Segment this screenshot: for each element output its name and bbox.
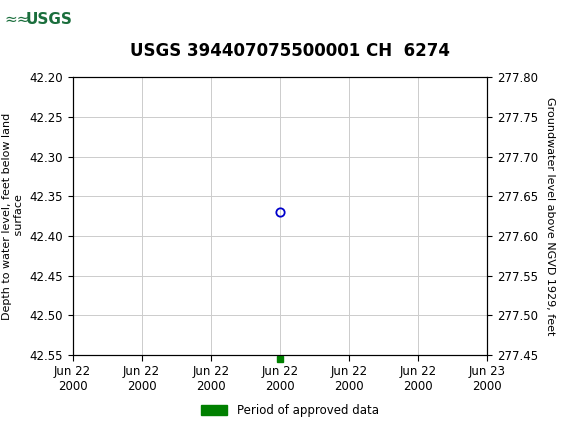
- Bar: [1, 2, 68, 39]
- Y-axis label: Groundwater level above NGVD 1929, feet: Groundwater level above NGVD 1929, feet: [545, 97, 555, 335]
- Text: ≈≈: ≈≈: [5, 12, 30, 27]
- Y-axis label: Depth to water level, feet below land
 surface: Depth to water level, feet below land su…: [2, 113, 24, 319]
- Legend: Period of approved data: Period of approved data: [197, 399, 383, 422]
- Text: USGS 394407075500001 CH  6274: USGS 394407075500001 CH 6274: [130, 42, 450, 60]
- Text: USGS: USGS: [26, 12, 73, 27]
